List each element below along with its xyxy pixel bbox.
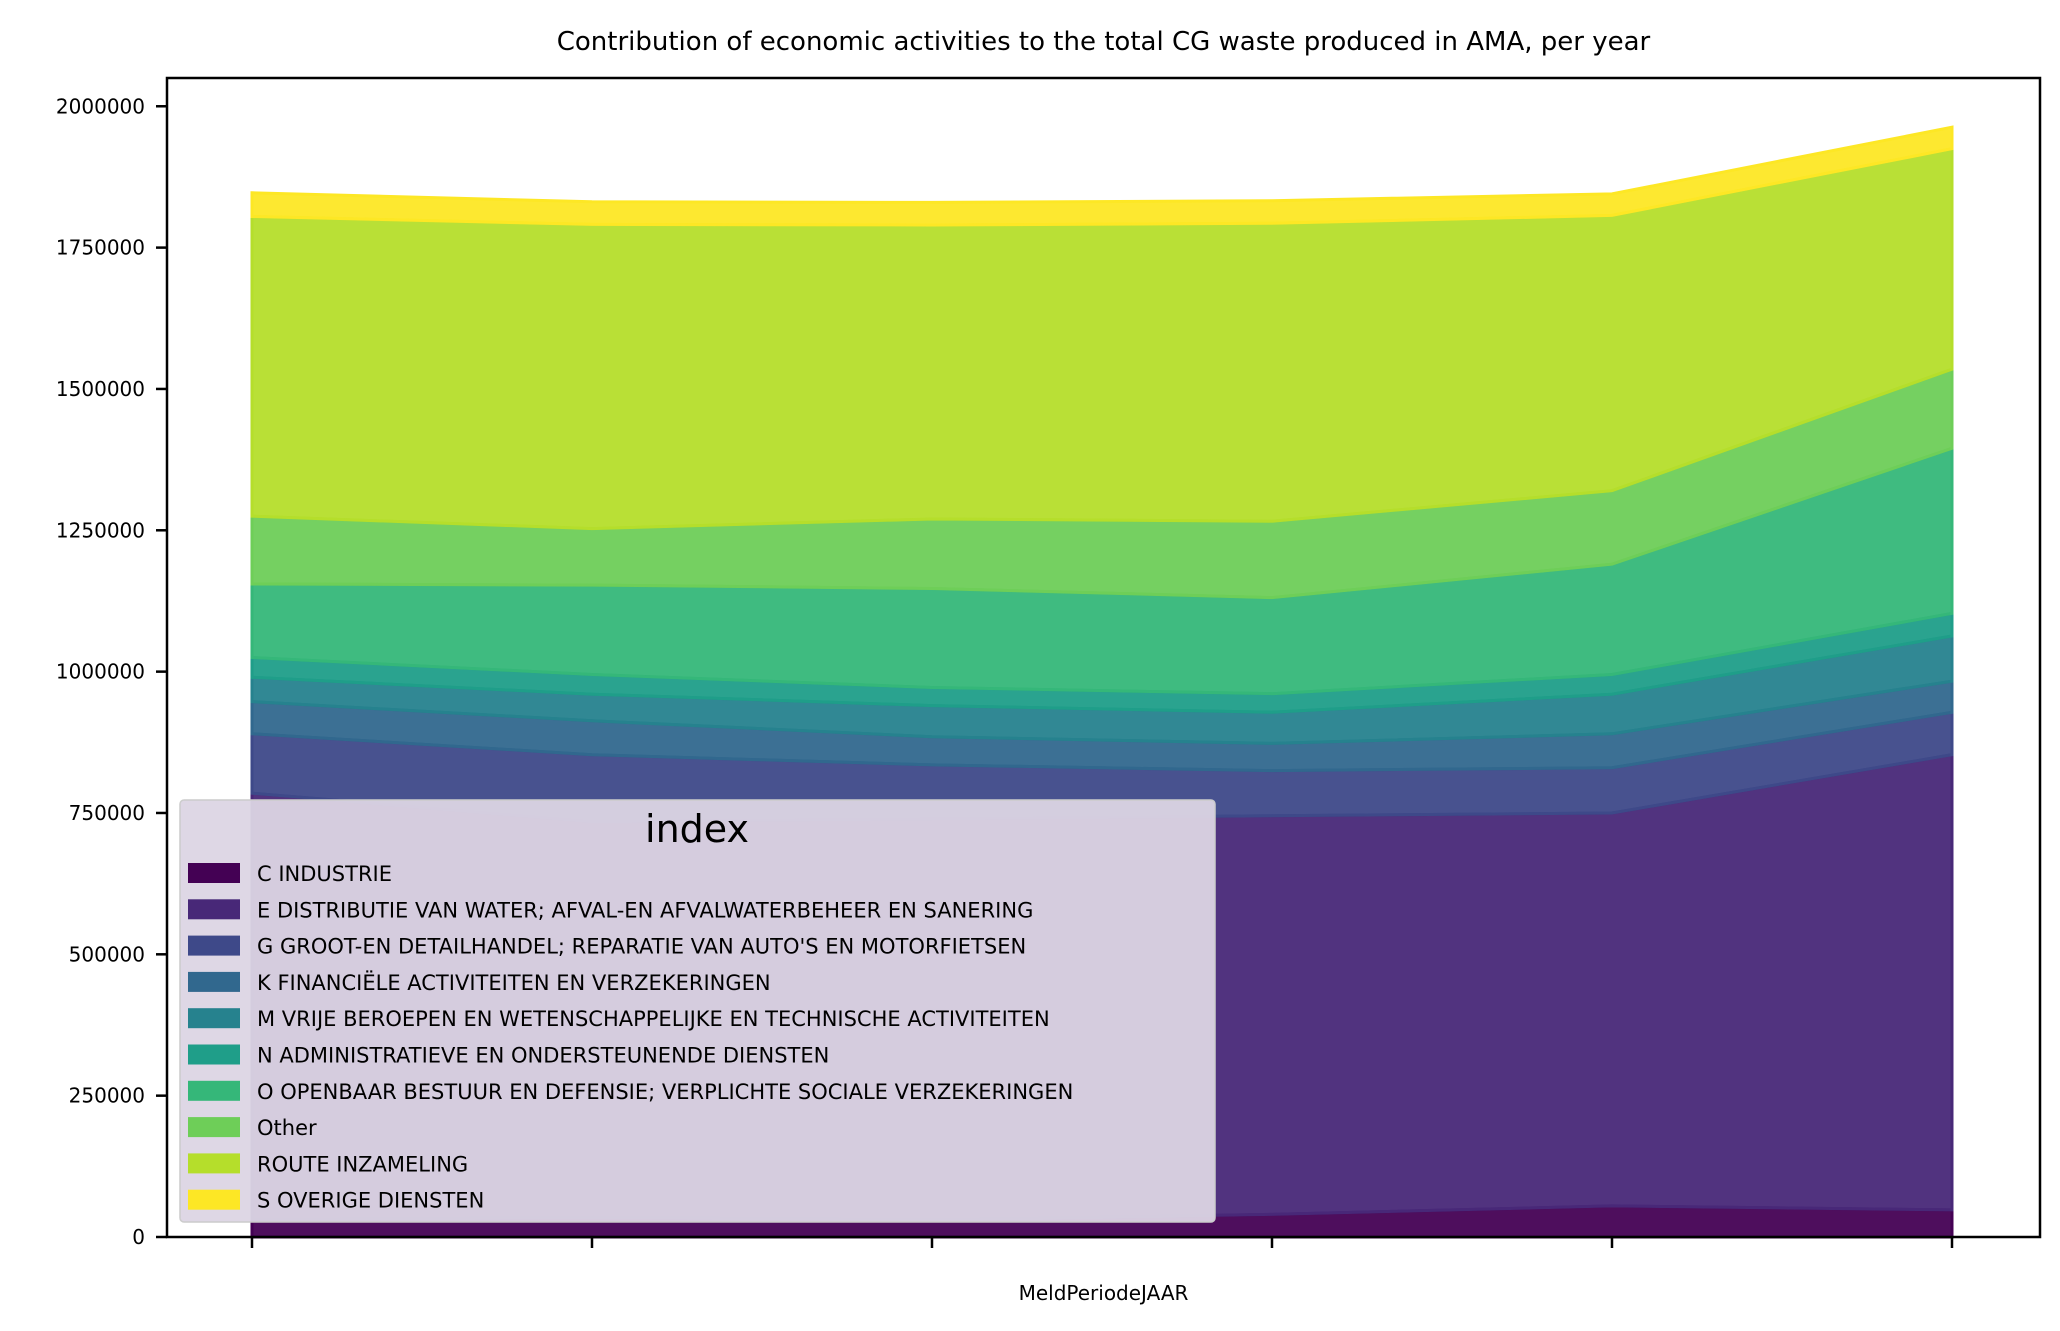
y-tick-label: 0: [132, 1225, 145, 1249]
y-tick-label: 500000: [69, 942, 145, 966]
legend-swatch: [188, 1044, 240, 1065]
legend-label: O OPENBAAR BESTUUR EN DEFENSIE; VERPLICH…: [257, 1080, 1073, 1104]
legend-label: S OVERIGE DIENSTEN: [257, 1189, 484, 1213]
chart-title: Contribution of economic activities to t…: [557, 27, 1651, 57]
legend-label: E DISTRIBUTIE VAN WATER; AFVAL-EN AFVALW…: [257, 898, 1033, 922]
legend-swatch: [188, 863, 240, 883]
y-tick-label: 2000000: [56, 94, 145, 118]
legend-label: K FINANCIËLE ACTIVITEITEN EN VERZEKERING…: [257, 970, 771, 995]
legend-swatch: [188, 1117, 240, 1138]
y-tick-label: 1000000: [56, 660, 145, 684]
plot-frame: [165, 76, 2042, 1239]
y-tick-label: 250000: [69, 1084, 145, 1108]
area-series-9: [250, 125, 1954, 227]
x-axis: [250, 1237, 1954, 1248]
legend-label: G GROOT-EN DETAILHANDEL; REPARATIE VAN A…: [257, 935, 1026, 959]
y-tick-label: 750000: [69, 801, 145, 825]
y-axis: 0 250000 500000 750000 1000000 1250000 1500000…: [56, 94, 167, 1249]
legend-box: [179, 799, 1216, 1223]
y-tick-label: 1750000: [56, 236, 145, 260]
legend-swatch: [188, 1080, 240, 1101]
legend-swatch: [188, 935, 240, 956]
legend-swatch: [188, 1008, 240, 1029]
legend-swatch: [188, 1153, 240, 1174]
legend: index C INDUSTRIE E DISTRIBUTIE VAN WATER…: [179, 799, 1216, 1223]
legend-label: C INDUSTRIE: [257, 862, 392, 886]
legend-title: index: [645, 807, 749, 851]
legend-label: M VRIJE BEROEPEN EN WETENSCHAPPELIJKE EN…: [257, 1007, 1050, 1031]
legend-swatch: [188, 1189, 240, 1210]
legend-swatch: [188, 971, 240, 992]
legend-swatch: [188, 899, 240, 920]
y-tick-label: 1250000: [56, 518, 145, 542]
legend-label: N ADMINISTRATIEVE EN ONDERSTEUNENDE DIEN…: [257, 1044, 829, 1068]
y-tick-label: 1500000: [56, 377, 145, 401]
legend-label: Other: [257, 1116, 317, 1140]
legend-label: ROUTE INZAMELING: [257, 1152, 468, 1176]
legend-items: C INDUSTRIE E DISTRIBUTIE VAN WATER; AFVA…: [188, 862, 1073, 1213]
x-axis-label: MeldPeriodeJAAR: [1019, 1281, 1189, 1305]
